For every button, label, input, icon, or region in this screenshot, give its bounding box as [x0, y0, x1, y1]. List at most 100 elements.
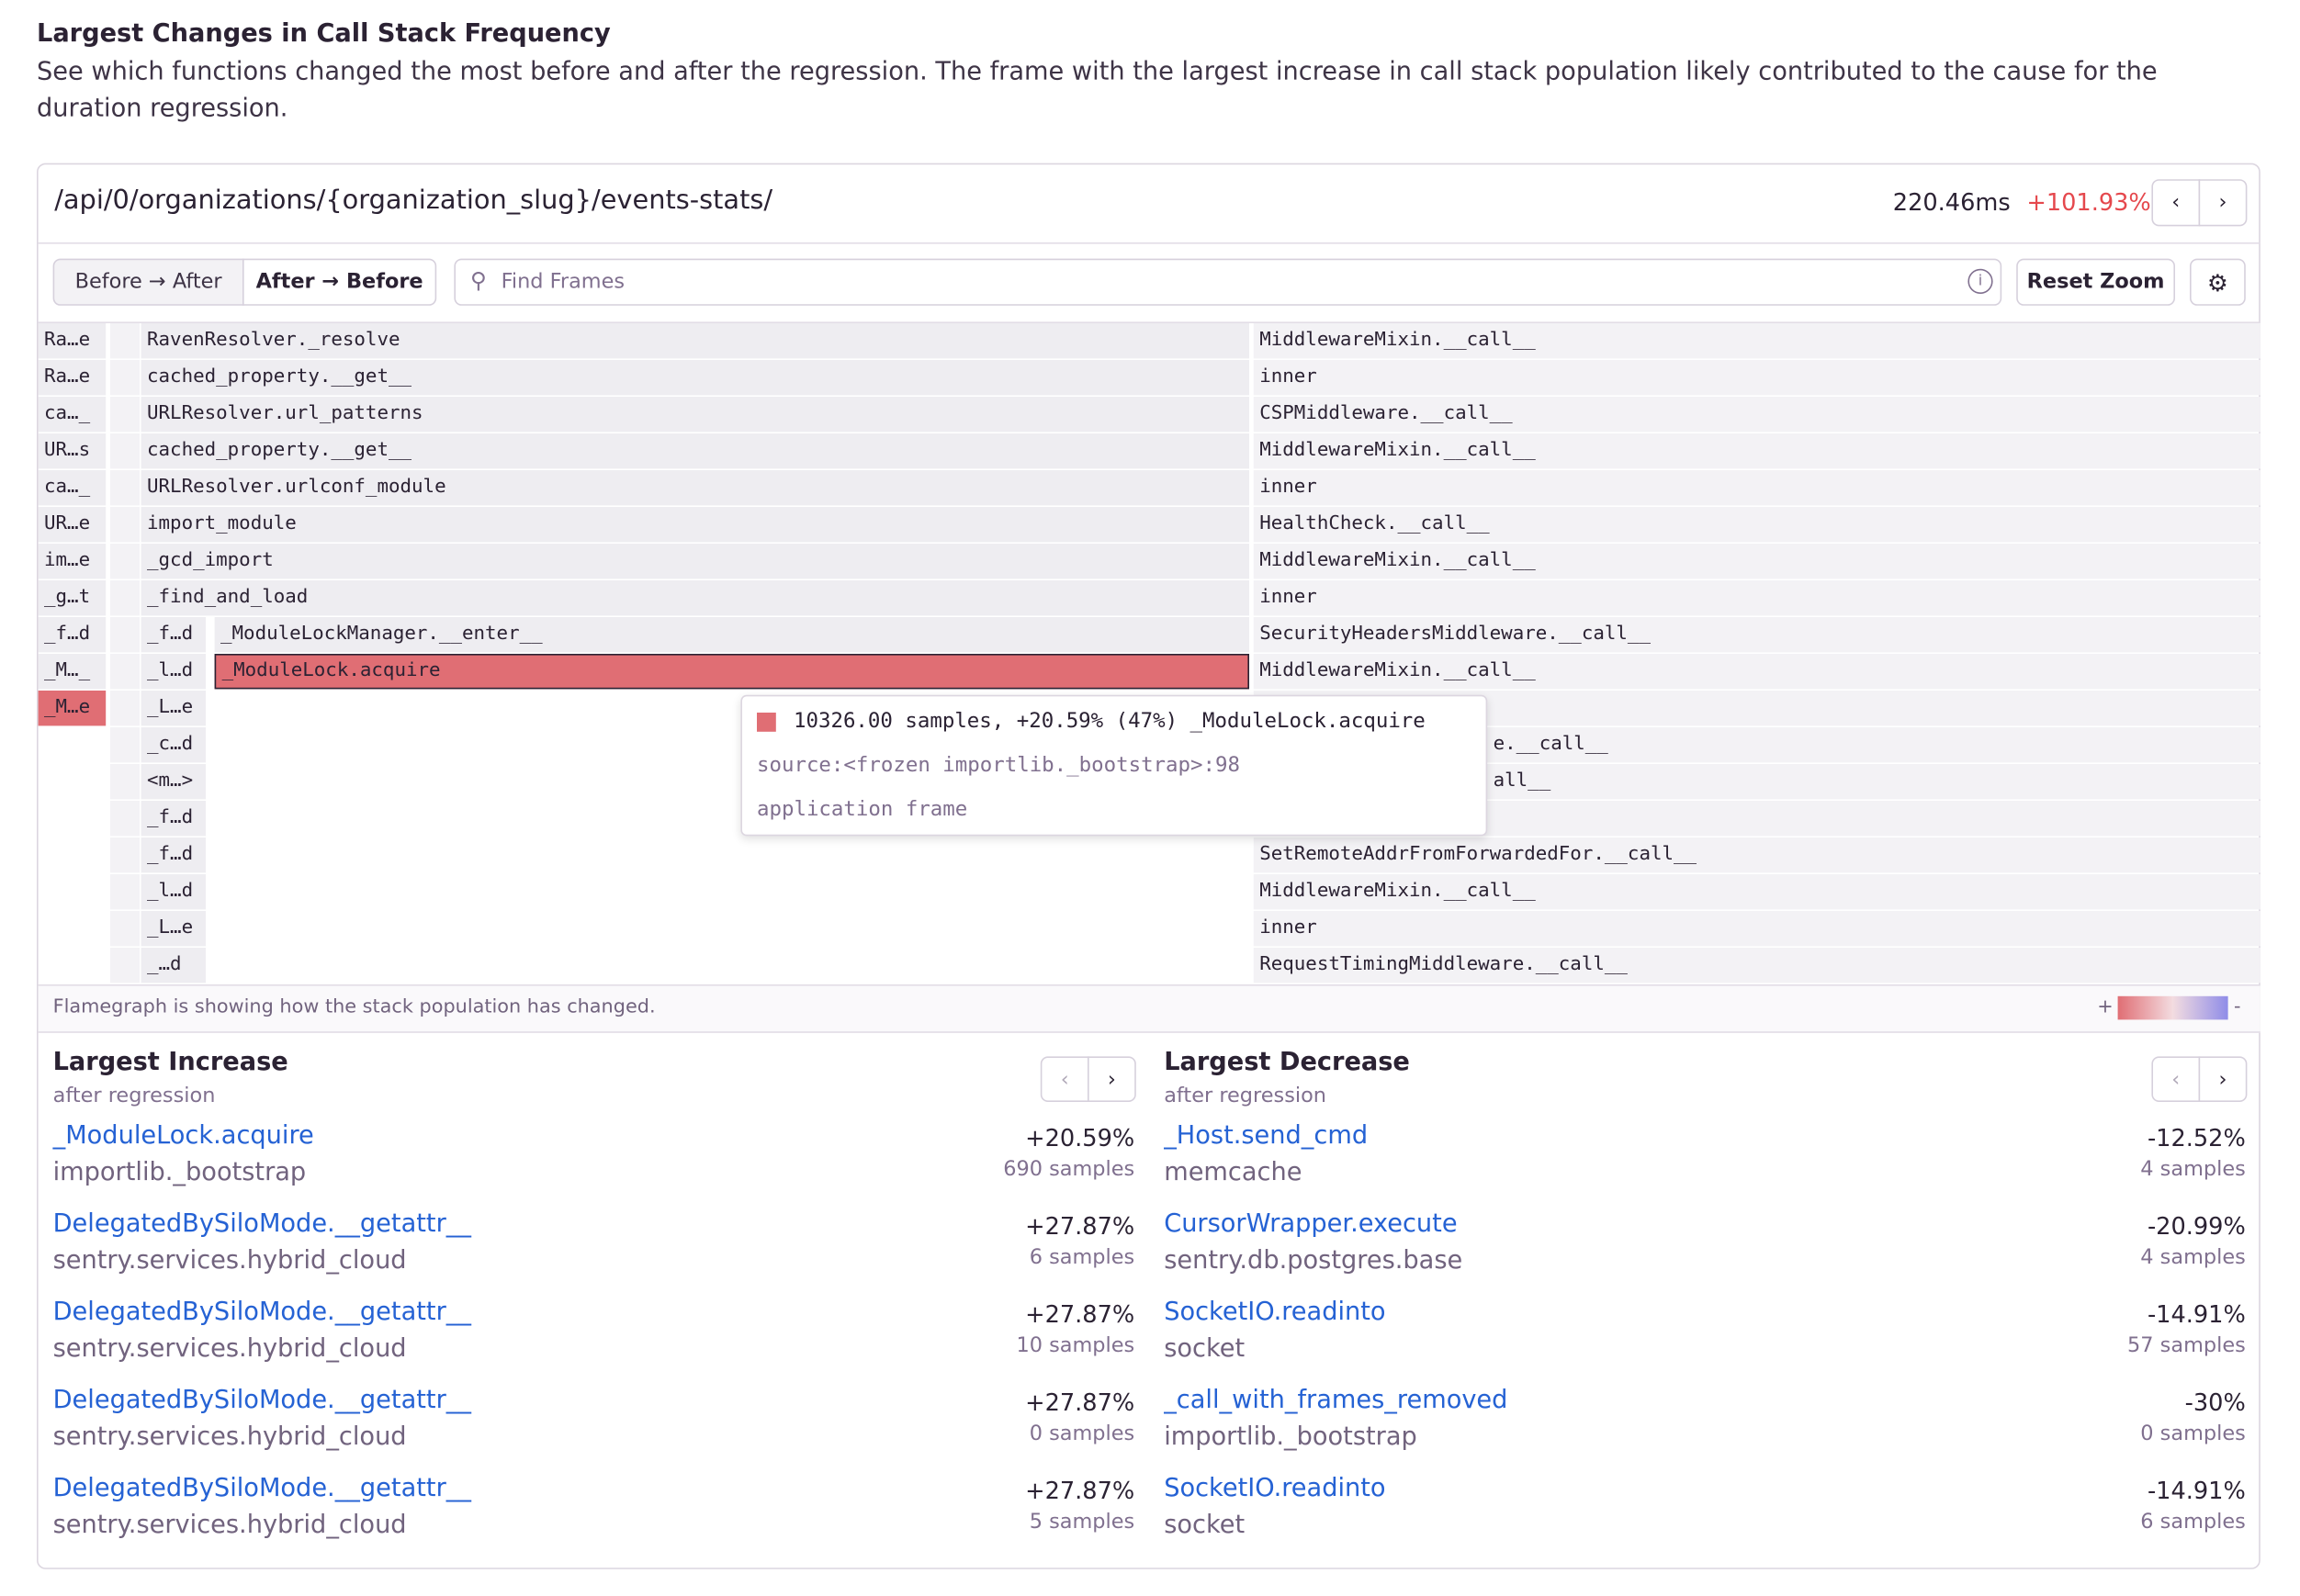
tab[interactable]: Before → After — [52, 258, 244, 306]
frame: _f…d — [38, 617, 107, 653]
samples: 690 samples — [1003, 1157, 1135, 1182]
frame-blank — [110, 323, 140, 359]
function-link[interactable]: _Host.send_cmd — [1164, 1120, 1369, 1151]
function-link[interactable]: _ModuleLock.acquire — [52, 1120, 314, 1151]
frame-row-bg — [1253, 397, 2261, 433]
frame-row-bg — [1253, 507, 2261, 543]
search-input[interactable]: Find Frames — [454, 258, 2002, 306]
frame-blank — [110, 948, 140, 983]
frame-blank — [110, 874, 140, 910]
change: +27.87% — [1025, 1212, 1135, 1241]
frame: HealthCheck.__call__ — [1259, 512, 1490, 535]
next-button[interactable]: › — [1088, 1056, 1136, 1102]
frame: MiddlewareMixin.__call__ — [1259, 880, 1536, 903]
function-link[interactable]: SocketIO.readinto — [1164, 1473, 1386, 1503]
function-link[interactable]: DelegatedBySiloMode.__getattr__ — [52, 1385, 471, 1415]
frame: URLResolver.urlconf_module — [141, 470, 1250, 506]
tooltip-source: source:<frozen importlib._bootstrap>:98 — [757, 753, 1240, 778]
samples: 10 samples — [1016, 1333, 1135, 1358]
function-link[interactable]: DelegatedBySiloMode.__getattr__ — [52, 1208, 471, 1239]
frame: cached_property.__get__ — [141, 360, 1250, 396]
package: memcache — [1164, 1157, 1302, 1187]
function-link[interactable]: DelegatedBySiloMode.__getattr__ — [52, 1473, 471, 1503]
list-subtitle: after regression — [1164, 1084, 1326, 1108]
frame: inner — [1259, 916, 1317, 939]
prev-button[interactable]: ‹ — [2151, 1056, 2201, 1102]
frame: _gcd_import — [141, 544, 1250, 579]
frame: SecurityHeadersMiddleware.__call__ — [1259, 623, 1651, 646]
samples: 4 samples — [2140, 1245, 2246, 1270]
samples: 6 samples — [1029, 1245, 1135, 1270]
prev-button[interactable]: ‹ — [2151, 179, 2201, 227]
function-link[interactable]: DelegatedBySiloMode.__getattr__ — [52, 1297, 471, 1327]
frame-blank — [110, 470, 140, 506]
frame-blank — [110, 764, 140, 800]
divider — [38, 242, 2261, 244]
endpoint: /api/0/organizations/{organization_slug}… — [54, 185, 773, 217]
next-button[interactable]: › — [2198, 179, 2248, 227]
frame-blank — [110, 397, 140, 433]
reset-zoom-button[interactable]: Reset Zoom — [2016, 258, 2175, 306]
frame-row-bg — [1253, 544, 2261, 579]
samples: 0 samples — [2140, 1422, 2246, 1446]
frame: import_module — [141, 507, 1250, 543]
frame: _f…d — [141, 837, 206, 873]
package: sentry.services.hybrid_cloud — [52, 1510, 407, 1540]
frame-blank — [110, 544, 140, 579]
frame: _L…e — [141, 911, 206, 947]
frame: MiddlewareMixin.__call__ — [1259, 439, 1536, 462]
tab[interactable]: After → Before — [242, 258, 437, 306]
legend-plus: + — [2097, 995, 2114, 1018]
frame-blank — [110, 433, 140, 469]
frame-row-bg — [1253, 470, 2261, 506]
samples: 6 samples — [2140, 1510, 2246, 1534]
flamegraph[interactable]: Ra…e Ra…e ca…_ UR…s ca…_ UR…e im…e _g…t _f…d _M…_… — [38, 323, 2261, 984]
frame-blank — [110, 507, 140, 543]
frame-blank — [110, 617, 140, 653]
frame: inner — [1259, 476, 1317, 499]
change: +27.87% — [1025, 1300, 1135, 1329]
samples: 57 samples — [2127, 1333, 2246, 1358]
package: sentry.services.hybrid_cloud — [52, 1333, 407, 1364]
frame: SetRemoteAddrFromForwardedFor.__call__ — [1259, 843, 1697, 866]
frame: MiddlewareMixin.__call__ — [1259, 329, 1536, 352]
settings-button[interactable]: ⚙ — [2190, 258, 2246, 306]
package: socket — [1164, 1510, 1246, 1540]
info-icon[interactable]: i — [1967, 268, 1993, 294]
function-link[interactable]: CursorWrapper.execute — [1164, 1208, 1458, 1239]
frame: _l…d — [141, 874, 206, 910]
frame: _g…t — [38, 580, 107, 616]
function-link[interactable]: SocketIO.readinto — [1164, 1297, 1386, 1327]
prev-button[interactable]: ‹ — [1040, 1056, 1089, 1102]
frame: cached_property.__get__ — [141, 433, 1250, 469]
package: socket — [1164, 1333, 1246, 1364]
footer-note: Flamegraph is showing how the stack popu… — [52, 995, 656, 1018]
frame-row-bg — [1253, 580, 2261, 616]
frame: _c…d — [141, 727, 206, 763]
change: +27.87% — [1025, 1477, 1135, 1505]
frame: _M…_ — [38, 654, 107, 690]
frame-row-bg — [1253, 654, 2261, 690]
frame-row-bg — [1253, 617, 2261, 653]
change: -20.99% — [2147, 1212, 2246, 1241]
frame-blank — [110, 360, 140, 396]
change: -12.52% — [2147, 1124, 2246, 1152]
frame: im…e — [38, 544, 107, 579]
samples: 5 samples — [1029, 1510, 1135, 1534]
change: -30% — [2184, 1388, 2246, 1417]
frame-blank — [110, 691, 140, 726]
frame-row-bg — [1253, 837, 2261, 873]
package: sentry.db.postgres.base — [1164, 1245, 1463, 1276]
change: +27.87% — [1025, 1388, 1135, 1417]
frame-row-bg — [1253, 874, 2261, 910]
flamegraph-footer — [38, 984, 2261, 1033]
next-button[interactable]: › — [2198, 1056, 2248, 1102]
frame-blank — [110, 580, 140, 616]
frame-row-bg — [1253, 433, 2261, 469]
frame: MiddlewareMixin.__call__ — [1259, 659, 1536, 682]
frame: _l…d — [141, 654, 206, 690]
function-link[interactable]: _call_with_frames_removed — [1164, 1385, 1508, 1415]
legend-gradient — [2117, 995, 2228, 1020]
frame: Ra…e — [38, 323, 107, 359]
